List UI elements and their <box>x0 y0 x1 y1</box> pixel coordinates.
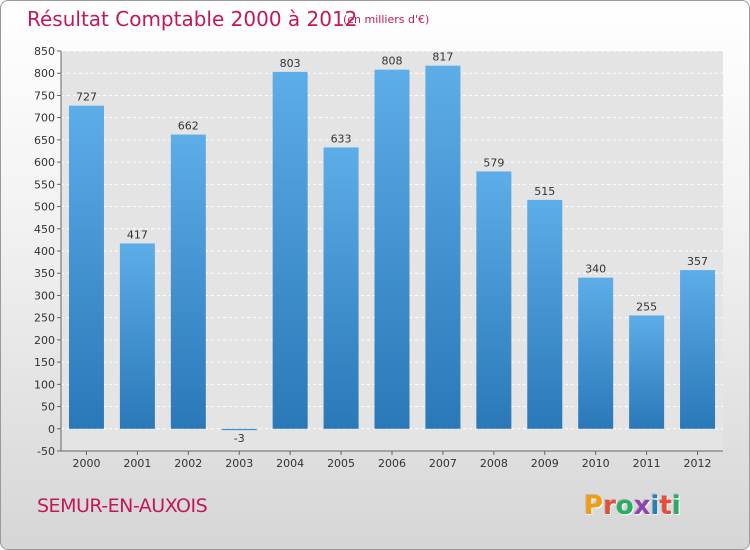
bar-2001 <box>119 243 155 429</box>
value-label-2005: 633 <box>331 132 352 145</box>
y-tick-label: 450 <box>34 223 55 236</box>
x-tick-label-2002: 2002 <box>174 457 202 470</box>
bar-2004 <box>272 71 308 429</box>
y-tick-label: 700 <box>34 112 55 125</box>
x-tick-label-2010: 2010 <box>582 457 610 470</box>
bar-2010 <box>578 277 614 429</box>
y-tick-label: 650 <box>34 134 55 147</box>
value-label-2000: 727 <box>76 91 97 104</box>
value-label-2004: 803 <box>280 57 301 70</box>
y-tick-label: 250 <box>34 312 55 325</box>
bar-2002 <box>170 134 206 429</box>
brand-letter: x <box>633 491 651 521</box>
value-label-2003: -3 <box>234 432 245 445</box>
y-tick-label: 300 <box>34 289 55 302</box>
x-tick-label-2008: 2008 <box>480 457 508 470</box>
brand-letter: o <box>615 491 634 521</box>
y-tick-label: 800 <box>34 67 55 80</box>
value-label-2009: 515 <box>534 185 555 198</box>
bar-2005 <box>323 147 359 429</box>
proxiti-logo: Proxiti <box>584 491 681 521</box>
chart-title: Résultat Comptable 2000 à 2012 <box>27 7 358 31</box>
x-tick-label-2005: 2005 <box>327 457 355 470</box>
bar-2008 <box>476 171 512 429</box>
y-tick-label: -50 <box>37 445 55 458</box>
x-tick-label-2003: 2003 <box>225 457 253 470</box>
value-label-2002: 662 <box>178 120 199 133</box>
value-label-2006: 808 <box>382 55 403 68</box>
x-tick-label-2001: 2001 <box>123 457 151 470</box>
bar-2007 <box>425 65 461 429</box>
bar-2006 <box>374 69 410 429</box>
bar-2009 <box>527 199 563 429</box>
brand-letter: i <box>671 491 681 521</box>
y-tick-label: 850 <box>34 45 55 58</box>
bar-2000 <box>68 105 104 429</box>
value-label-2007: 817 <box>432 51 453 64</box>
y-tick-label: 400 <box>34 245 55 258</box>
x-tick-label-2012: 2012 <box>684 457 712 470</box>
y-tick-label: 750 <box>34 89 55 102</box>
y-tick-label: 0 <box>48 423 55 436</box>
value-label-2008: 579 <box>483 156 504 169</box>
bar-2012 <box>680 270 716 429</box>
brand-letter: t <box>659 491 672 521</box>
value-label-2001: 417 <box>127 228 148 241</box>
x-tick-label-2000: 2000 <box>72 457 100 470</box>
y-tick-label: 100 <box>34 378 55 391</box>
y-tick-label: 550 <box>34 178 55 191</box>
y-tick-label: 50 <box>41 401 55 414</box>
x-tick-label-2006: 2006 <box>378 457 406 470</box>
x-tick-label-2009: 2009 <box>531 457 559 470</box>
brand-letter: P <box>584 491 604 521</box>
x-tick-label-2007: 2007 <box>429 457 457 470</box>
city-name: SEMUR-EN-AUXOIS <box>37 495 208 517</box>
x-tick-label-2004: 2004 <box>276 457 304 470</box>
y-tick-label: 600 <box>34 156 55 169</box>
value-label-2012: 357 <box>687 255 708 268</box>
chart-subtitle: (en milliers d'€) <box>343 13 430 26</box>
bar-2011 <box>629 315 665 429</box>
bar-2003 <box>221 428 257 431</box>
y-tick-label: 200 <box>34 334 55 347</box>
x-tick-label-2011: 2011 <box>633 457 661 470</box>
y-tick-label: 150 <box>34 356 55 369</box>
value-label-2011: 255 <box>636 300 657 313</box>
brand-letter: r <box>603 491 616 521</box>
brand-letter: i <box>650 491 660 521</box>
y-tick-label: 350 <box>34 267 55 280</box>
y-tick-label: 500 <box>34 201 55 214</box>
value-label-2010: 340 <box>585 263 606 276</box>
